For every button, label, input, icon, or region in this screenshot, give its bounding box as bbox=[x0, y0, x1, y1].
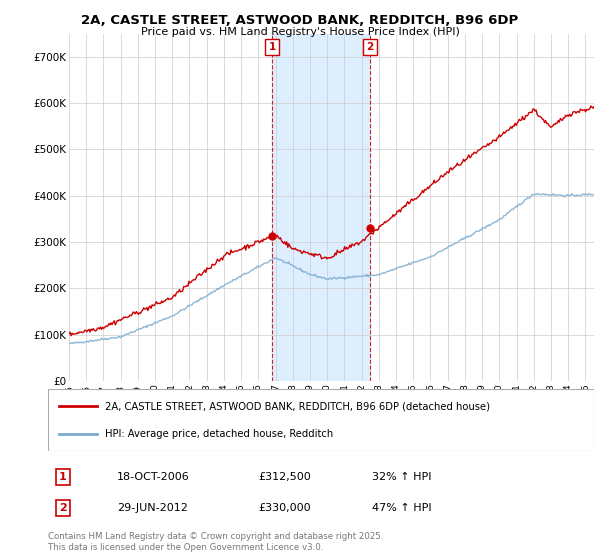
Text: 2A, CASTLE STREET, ASTWOOD BANK, REDDITCH, B96 6DP: 2A, CASTLE STREET, ASTWOOD BANK, REDDITC… bbox=[82, 14, 518, 27]
Text: 18-OCT-2006: 18-OCT-2006 bbox=[117, 472, 190, 482]
Text: 1: 1 bbox=[59, 472, 67, 482]
Text: Contains HM Land Registry data © Crown copyright and database right 2025.: Contains HM Land Registry data © Crown c… bbox=[48, 532, 383, 541]
Text: £330,000: £330,000 bbox=[258, 503, 311, 513]
Text: 47% ↑ HPI: 47% ↑ HPI bbox=[372, 503, 431, 513]
Text: 32% ↑ HPI: 32% ↑ HPI bbox=[372, 472, 431, 482]
Text: 2: 2 bbox=[367, 43, 374, 52]
Bar bbox=[272, 34, 370, 381]
Text: This data is licensed under the Open Government Licence v3.0.: This data is licensed under the Open Gov… bbox=[48, 543, 323, 552]
Text: £312,500: £312,500 bbox=[258, 472, 311, 482]
FancyBboxPatch shape bbox=[48, 389, 594, 451]
Text: 2: 2 bbox=[59, 503, 67, 513]
Text: 1: 1 bbox=[268, 43, 275, 52]
Text: Price paid vs. HM Land Registry's House Price Index (HPI): Price paid vs. HM Land Registry's House … bbox=[140, 27, 460, 37]
Text: 29-JUN-2012: 29-JUN-2012 bbox=[117, 503, 188, 513]
Text: 2A, CASTLE STREET, ASTWOOD BANK, REDDITCH, B96 6DP (detached house): 2A, CASTLE STREET, ASTWOOD BANK, REDDITC… bbox=[106, 402, 490, 412]
Text: HPI: Average price, detached house, Redditch: HPI: Average price, detached house, Redd… bbox=[106, 428, 334, 438]
